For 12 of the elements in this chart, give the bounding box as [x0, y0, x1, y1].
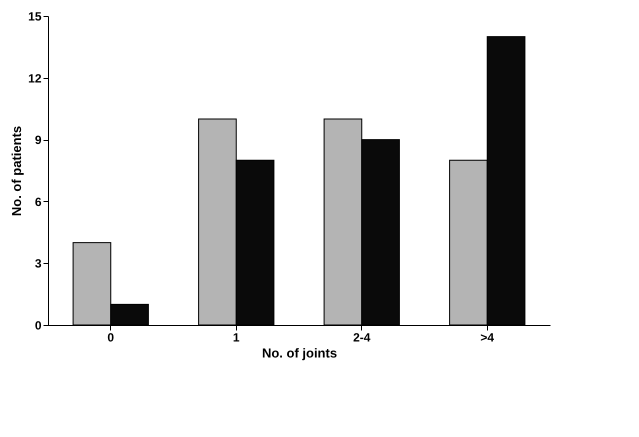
- y-tick-label: 12: [28, 71, 42, 86]
- x-tick-label: 2-4: [353, 330, 371, 344]
- y-tick-label: 3: [34, 256, 42, 271]
- y-tick-label: 9: [34, 133, 42, 148]
- x-tick-label: >4: [480, 330, 494, 344]
- x-tick-label: 1: [232, 330, 240, 344]
- x-tick-label: 0: [107, 330, 114, 344]
- y-axis-title: No. of patients: [9, 126, 24, 216]
- y-tick-label: 15: [28, 10, 42, 24]
- y-tick-label: 0: [34, 318, 42, 332]
- y-tick-label: 6: [34, 194, 42, 209]
- x-axis-title: No. of joints: [262, 346, 338, 360]
